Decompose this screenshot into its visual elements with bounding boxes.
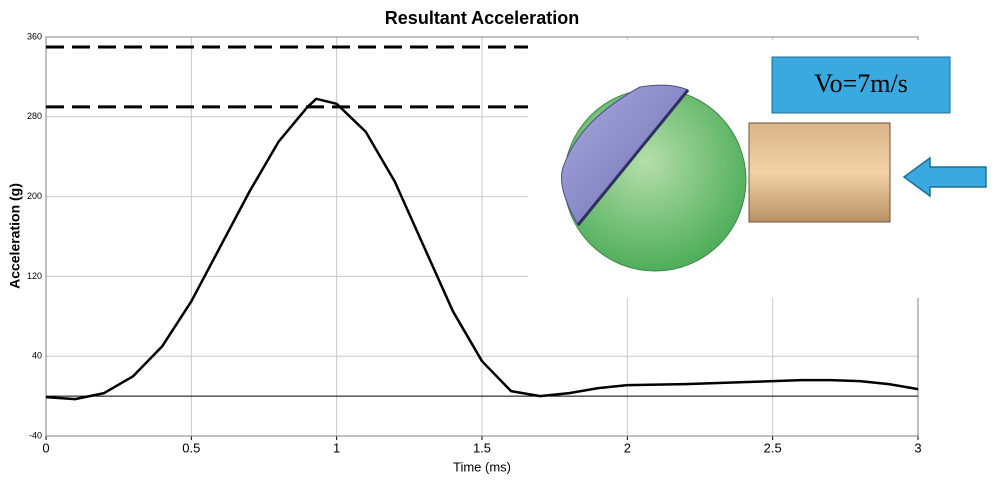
x-axis-label: Time (ms) xyxy=(453,459,511,474)
y-tick-label: 40 xyxy=(32,351,42,361)
x-tick-label: 2.5 xyxy=(764,440,782,455)
y-axis-label: Acceleration (g) xyxy=(7,183,23,289)
y-tick-label: 280 xyxy=(27,111,42,121)
impactor xyxy=(748,122,891,223)
x-tick-label: 1 xyxy=(333,440,340,455)
velocity-arrow xyxy=(902,156,987,198)
y-tick-label: 120 xyxy=(27,271,42,281)
x-tick-label: 0.5 xyxy=(182,440,200,455)
velocity-label: Vo=7m/s xyxy=(814,69,908,98)
y-tick-label: -40 xyxy=(29,430,42,440)
chart-title: Resultant Acceleration xyxy=(385,8,579,28)
sphere-cap xyxy=(561,84,689,226)
cap-edge xyxy=(576,89,690,226)
y-tick-label: 360 xyxy=(27,31,42,41)
x-tick-label: 3 xyxy=(914,440,921,455)
x-tick-label: 1.5 xyxy=(473,440,491,455)
velocity-box xyxy=(771,56,951,114)
data-line xyxy=(45,97,919,401)
y-tick-label: 200 xyxy=(27,191,42,201)
x-tick-label: 2 xyxy=(624,440,631,455)
x-tick-label: 0 xyxy=(42,440,49,455)
inset-illustration: Vo=7m/s xyxy=(528,40,1001,298)
